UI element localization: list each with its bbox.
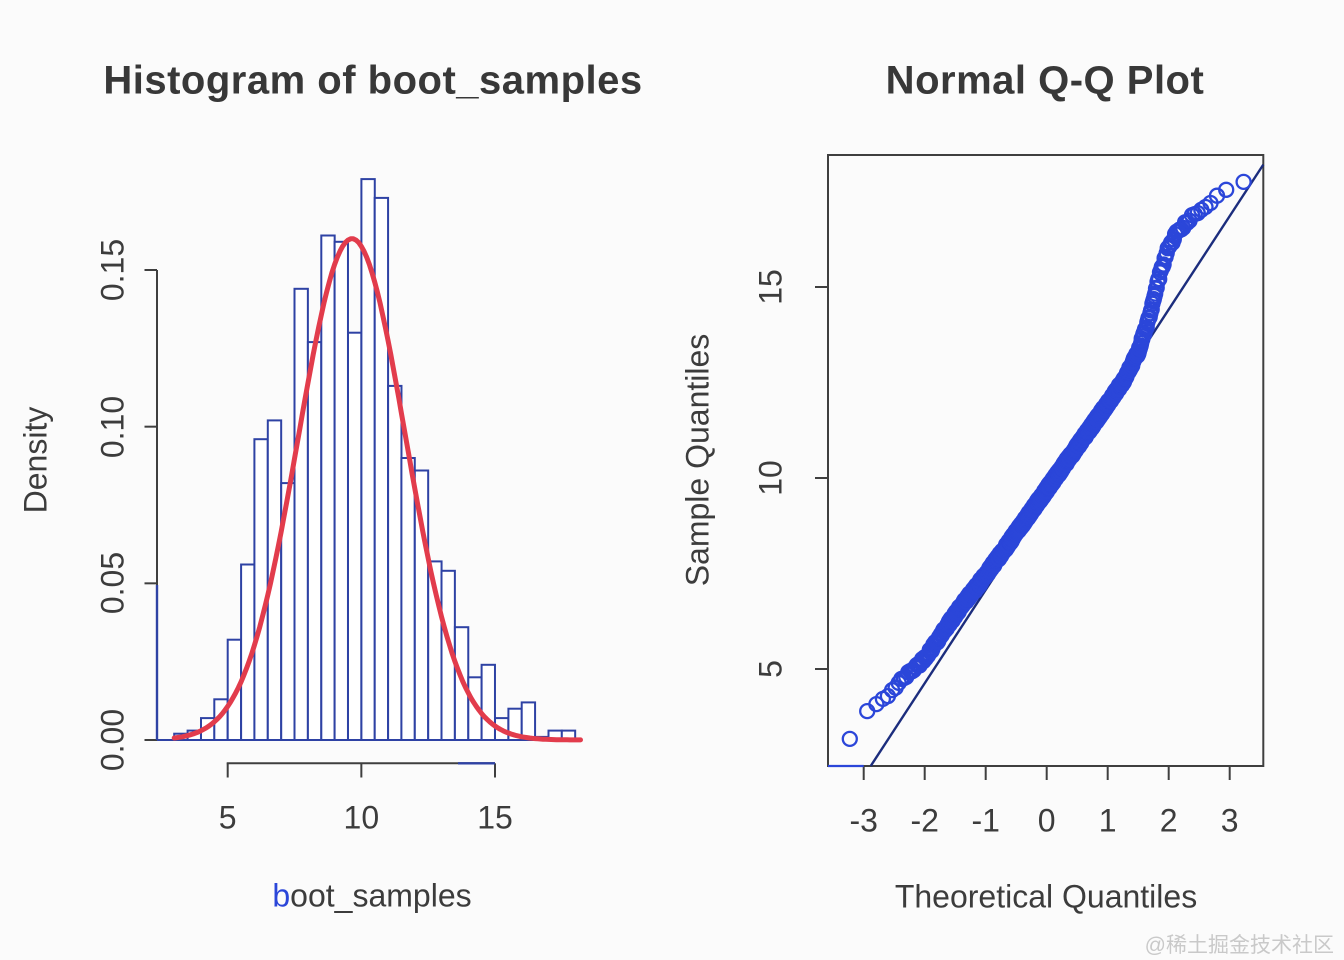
qq-x-tick-label: -1 xyxy=(971,802,1000,839)
hist-x-tick-label: 10 xyxy=(343,799,380,836)
hist-y-tick-label: 0.15 xyxy=(94,238,131,302)
histogram-x-axis-label: boot_samples xyxy=(272,878,471,915)
histogram-plot xyxy=(144,178,583,778)
histogram-bar xyxy=(387,384,403,741)
histogram-x-label-rest: oot_samples xyxy=(290,877,472,914)
hist-x-tick-label: 15 xyxy=(477,799,513,836)
histogram-bars xyxy=(173,178,577,742)
qq-y-tick-label: 15 xyxy=(752,269,789,305)
qq-x-tick-label: 2 xyxy=(1159,802,1178,839)
qq-point xyxy=(859,702,876,720)
qq-y-tick-label: 5 xyxy=(752,660,789,678)
qq-point xyxy=(841,730,858,748)
qq-plot-box xyxy=(827,154,1265,767)
histogram-bar xyxy=(400,457,416,741)
histogram-y-axis-label: Density xyxy=(17,406,54,514)
watermark: @稀土掘金技术社区 xyxy=(1144,934,1334,957)
qq-point xyxy=(1155,256,1172,273)
hist-y-tick-label: 0.05 xyxy=(94,552,131,615)
histogram-bar xyxy=(480,663,496,741)
qq-point xyxy=(1148,279,1165,296)
qq-x-tick-label: 0 xyxy=(1037,802,1056,839)
histogram-bar xyxy=(347,331,363,741)
hist-y-tick-label: 0.10 xyxy=(94,395,131,458)
histogram-bar xyxy=(520,701,537,742)
qq-y-tick-label: 10 xyxy=(752,460,789,496)
histogram-bar xyxy=(333,240,349,742)
qq-x-tick-label: 1 xyxy=(1098,802,1117,839)
histogram-x-label-first-letter: b xyxy=(272,877,291,914)
qq-points xyxy=(841,173,1252,748)
qq-x-tick-label: -3 xyxy=(849,802,878,839)
qq-x-axis-label: Theoretical Quantiles xyxy=(894,878,1198,915)
qq-y-axis-label: Sample Quantiles xyxy=(679,333,716,587)
histogram-bar xyxy=(373,196,390,741)
histogram-title: Histogram of boot_samples xyxy=(103,58,643,103)
qq-x-tick-label: -2 xyxy=(910,802,939,839)
hist-x-tick-label: 5 xyxy=(218,799,237,836)
qq-point xyxy=(1218,181,1235,198)
hist-y-tick-label: 0.00 xyxy=(94,708,131,772)
histogram-bar xyxy=(253,438,269,741)
normal-density-curve xyxy=(171,236,583,743)
qq-point xyxy=(1197,198,1214,216)
qq-title: Normal Q-Q Plot xyxy=(885,58,1205,103)
histogram-bar xyxy=(306,341,323,741)
qq-point xyxy=(1235,173,1252,191)
qq-plot xyxy=(815,154,1265,780)
qq-x-tick-label: 3 xyxy=(1220,802,1239,839)
histogram-bar xyxy=(293,287,309,741)
